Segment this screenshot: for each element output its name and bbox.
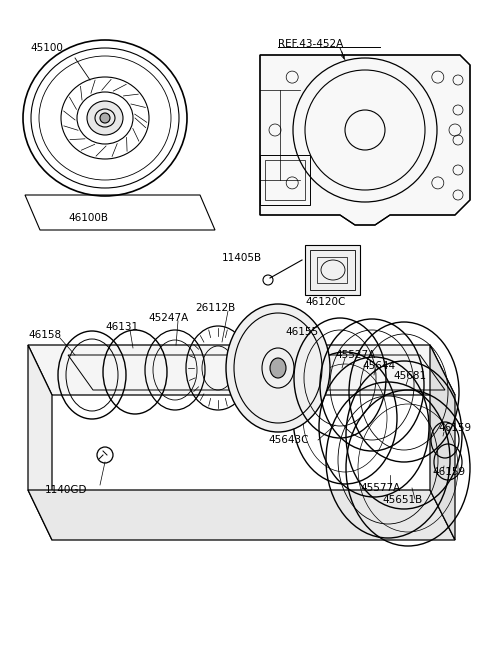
Text: 11405B: 11405B: [222, 253, 262, 263]
Polygon shape: [28, 345, 455, 395]
Text: 45100: 45100: [30, 43, 63, 53]
Text: 46120C: 46120C: [305, 297, 346, 307]
Bar: [317, 257, 347, 283]
Text: 45527A: 45527A: [335, 350, 375, 360]
Text: 46131: 46131: [105, 322, 138, 332]
Text: 46158: 46158: [28, 330, 61, 340]
Bar: [310, 250, 355, 290]
Text: 45247A: 45247A: [148, 313, 188, 323]
Text: 26112B: 26112B: [195, 303, 235, 313]
Text: 45577A: 45577A: [360, 483, 400, 493]
Ellipse shape: [226, 304, 330, 432]
Text: 1140GD: 1140GD: [45, 485, 87, 495]
Ellipse shape: [270, 358, 286, 378]
Text: REF.43-452A: REF.43-452A: [278, 39, 343, 49]
Ellipse shape: [87, 101, 123, 135]
Bar: [265, 160, 305, 200]
Text: 45651B: 45651B: [382, 495, 422, 505]
Polygon shape: [430, 345, 455, 540]
Text: 46159: 46159: [432, 467, 465, 477]
Polygon shape: [260, 55, 470, 225]
Bar: [305, 245, 360, 295]
Ellipse shape: [100, 113, 110, 123]
Text: 46155: 46155: [285, 327, 318, 337]
Bar: [260, 155, 310, 205]
Text: 45681: 45681: [393, 371, 426, 381]
Text: 46100B: 46100B: [68, 213, 108, 223]
Text: 45644: 45644: [362, 361, 395, 371]
Polygon shape: [28, 490, 455, 540]
Text: 46159: 46159: [438, 423, 471, 433]
Polygon shape: [28, 345, 52, 540]
Text: 45643C: 45643C: [268, 435, 309, 445]
